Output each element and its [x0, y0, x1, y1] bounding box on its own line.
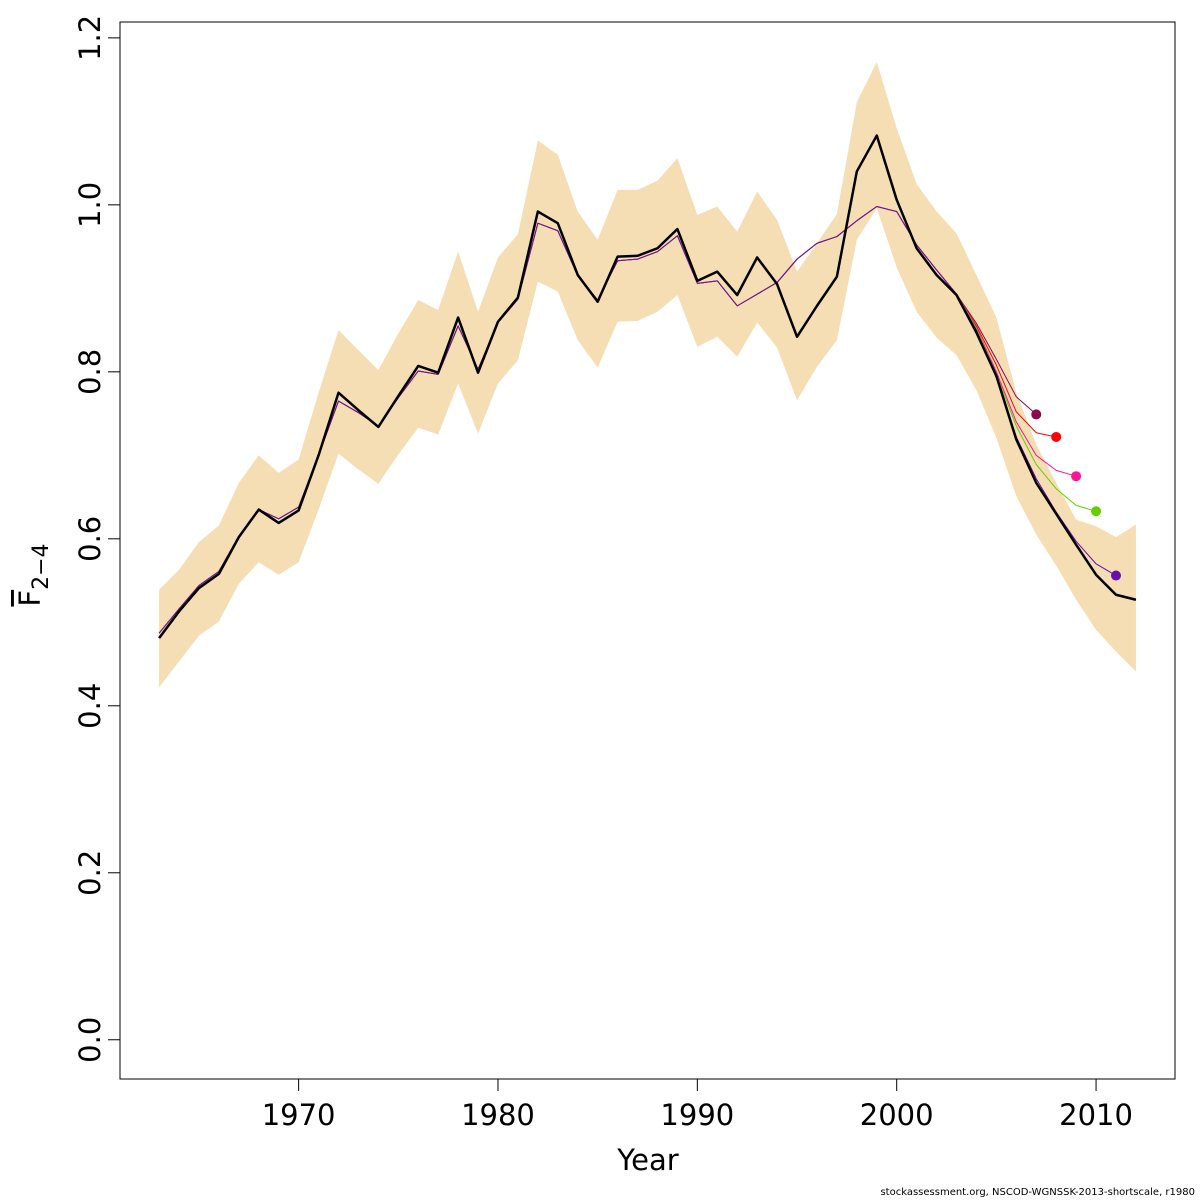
y-tick-label: 0.0 — [73, 1017, 107, 1063]
confidence-band — [159, 62, 1136, 688]
series-line — [158, 134, 1137, 639]
plot-area — [158, 62, 1137, 688]
y-tick-label: 1.0 — [73, 182, 107, 228]
series-end-point — [1091, 506, 1102, 517]
y-tick-label: 0.6 — [73, 516, 107, 562]
y-tick-label: 0.8 — [73, 349, 107, 395]
footnote: stockassessment.org, NSCOD-WGNSSK-2013-s… — [880, 1187, 1195, 1198]
x-tick-label: 1980 — [461, 1098, 535, 1132]
y-tick-label: 0.2 — [73, 850, 107, 896]
x-tick-label: 1990 — [660, 1098, 734, 1132]
x-tick-label: 1970 — [262, 1098, 336, 1132]
y-tick-label: 0.4 — [73, 683, 107, 729]
y-tick-label: 1.2 — [73, 15, 107, 61]
y-axis-title-main: F — [13, 590, 47, 607]
series-end-point — [1071, 471, 1082, 482]
y-axis-title-sub: 2−4 — [29, 543, 54, 589]
x-axis-title: Year — [616, 1143, 678, 1177]
y-axis-title: F2−4 — [13, 543, 54, 606]
x-tick-label: 2010 — [1059, 1098, 1133, 1132]
x-tick-label: 2000 — [860, 1098, 934, 1132]
series-end-point — [1031, 409, 1042, 420]
series-end-point — [1110, 570, 1121, 581]
series-end-point — [1051, 431, 1062, 442]
